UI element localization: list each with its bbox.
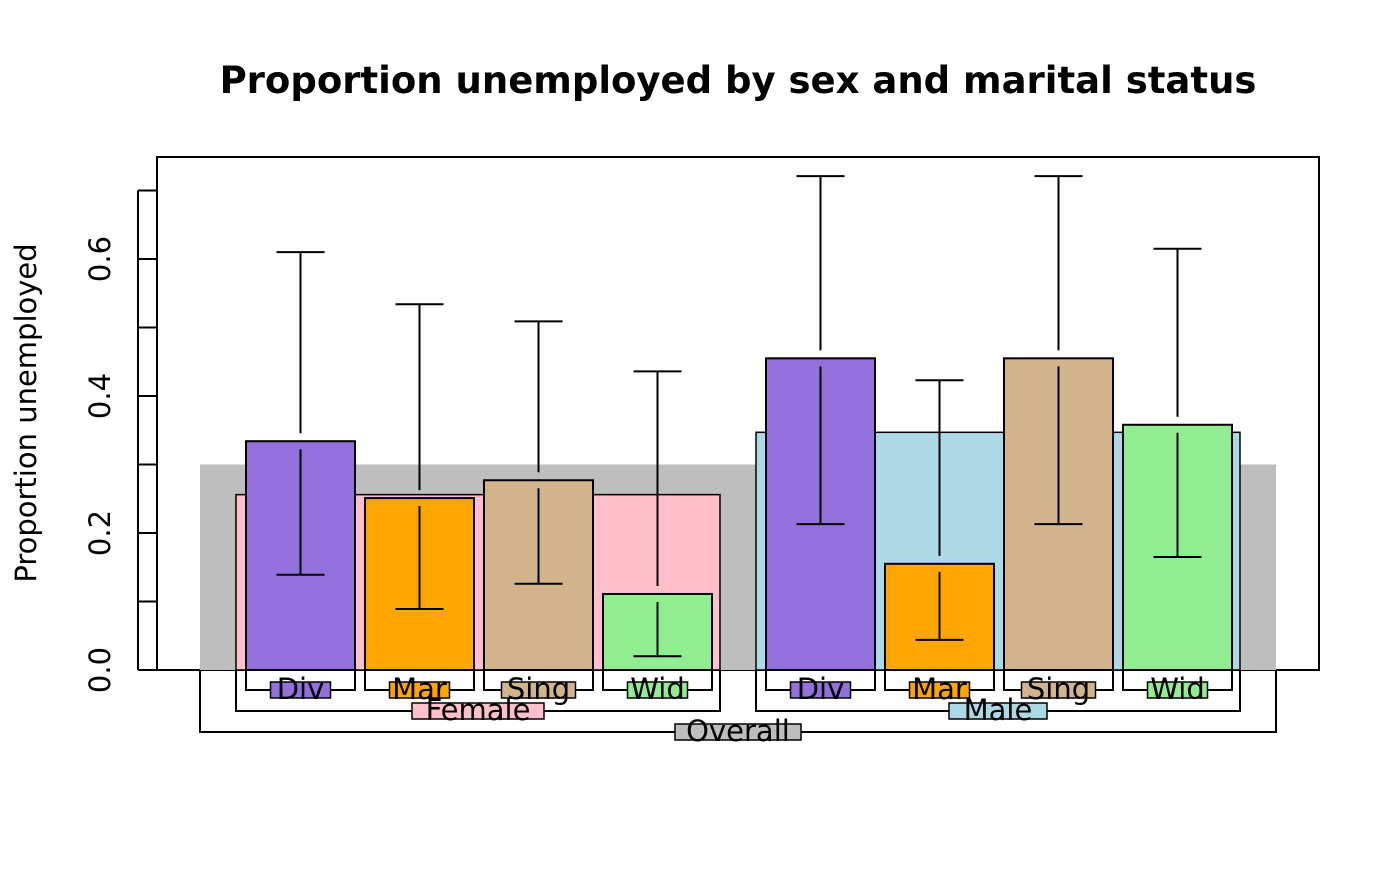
group-female-bar-sing-label-box (500, 681, 577, 699)
chart-title: Proportion unemployed by sex and marital… (220, 59, 1257, 102)
group-male-label-box (948, 702, 1048, 720)
group-male-bar-sing-label-box (1020, 681, 1097, 699)
group-female-bar-wid-label: Wid (630, 672, 685, 706)
group-male-bar-wid-label-box (1146, 681, 1209, 699)
group-male-bar-wid-label: Wid (1150, 672, 1205, 706)
group-male-bar-mar-label: Mar (912, 672, 967, 706)
y-tick-label: 0.0 (83, 647, 117, 693)
group-male-bar-mar-label-box (908, 681, 971, 699)
group-male-bar-div-label-box (789, 681, 852, 699)
y-tick-label: 0.4 (83, 373, 117, 419)
overall-label-box (674, 723, 802, 741)
group-female-bar-div-label: Div (277, 672, 325, 706)
y-tick-label: 0.2 (83, 510, 117, 556)
group-male-bar-div-label: Div (797, 672, 845, 706)
group-male-bar-sing-label: Sing (1027, 672, 1090, 706)
overall-label: Overall (686, 714, 790, 748)
group-female-bar-wid-label-box (626, 681, 689, 699)
group-female-label-box (411, 702, 545, 720)
group-female-bar-mar-label: Mar (392, 672, 447, 706)
group-female-bar-div-label-box (269, 681, 332, 699)
group-female-bar-mar-label-box (388, 681, 451, 699)
y-tick-label: 0.6 (83, 236, 117, 282)
group-female-bar-sing-label: Sing (507, 672, 570, 706)
y-axis-label: Proportion unemployed (9, 243, 43, 582)
